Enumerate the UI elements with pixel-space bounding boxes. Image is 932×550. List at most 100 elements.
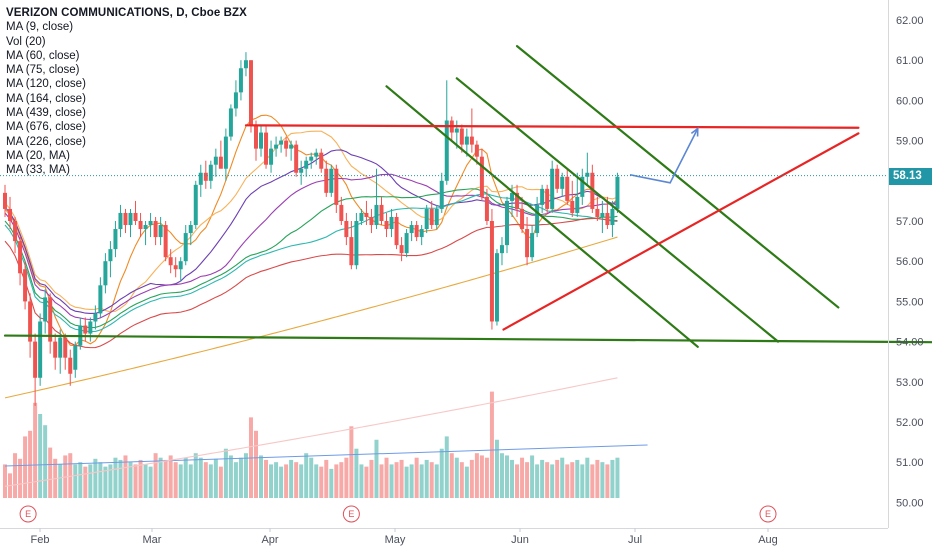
volume-bar [354, 448, 359, 498]
volume-bar [138, 459, 143, 498]
price-tick-label: 55.00 [896, 296, 924, 308]
candle-body [13, 221, 18, 242]
volume-bar [113, 457, 118, 498]
candle-body [289, 144, 294, 149]
volume-bar [304, 453, 309, 498]
volume-bar [153, 453, 158, 498]
candle-body [575, 196, 580, 213]
volume-bar [449, 453, 454, 498]
candle-body [294, 144, 299, 173]
candle-body [203, 172, 208, 181]
volume-bar [93, 458, 98, 498]
candle-body [3, 192, 7, 209]
indicator-ma-20-ma[interactable]: MA (20, MA) [6, 149, 70, 162]
volume-bar [474, 453, 479, 498]
candle-body [359, 212, 364, 221]
volume-bar [364, 466, 369, 498]
volume-bar [339, 462, 344, 498]
candle-body [153, 221, 158, 238]
candle-body [53, 341, 58, 358]
candle-body [344, 221, 349, 238]
candle-body [550, 168, 555, 209]
volume-bar [555, 459, 560, 498]
symbol-title[interactable]: VERIZON COMMUNICATIONS, D, Cboe BZX [6, 7, 247, 19]
indicator-ma-439[interactable]: MA (439, close) [6, 107, 86, 120]
volume-bar [118, 459, 123, 498]
candle-body [88, 321, 93, 334]
volume-bar [419, 464, 424, 498]
volume-bar [565, 464, 570, 498]
volume-bar [68, 453, 73, 498]
candle-body [580, 176, 585, 197]
volume-bar [294, 462, 299, 498]
indicator-ma-676[interactable]: MA (676, close) [6, 121, 86, 134]
indicator-ma-9[interactable]: MA (9, close) [6, 21, 74, 34]
earnings-badge-circle [759, 505, 777, 523]
volume-bar [274, 462, 279, 498]
volume-bar [319, 466, 324, 498]
volume-bar [243, 453, 248, 498]
volume-bar [334, 464, 339, 498]
volume-bar [590, 464, 595, 498]
volume-bar [520, 457, 525, 498]
volume-bar [23, 436, 28, 498]
candle-body [163, 225, 168, 258]
candle-body [43, 297, 48, 322]
candle-body [279, 140, 284, 145]
candle-body [545, 188, 550, 209]
candle-body [103, 261, 108, 286]
candle-body [264, 132, 269, 165]
time-axis[interactable]: Feb Mar Apr May Jun Jul Aug [31, 528, 778, 546]
volume-bar [535, 464, 540, 498]
volume-bar [178, 464, 183, 498]
indicator-ma-164[interactable]: MA (164, close) [6, 92, 86, 105]
candle-body [248, 60, 253, 125]
candle-body [228, 108, 233, 137]
indicator-ma-120[interactable]: MA (120, close) [6, 78, 86, 91]
volume-bar [479, 455, 484, 498]
indicator-ma-75[interactable]: MA (75, close) [6, 64, 80, 77]
volume-bar [469, 459, 474, 498]
indicator-ma-226[interactable]: MA (226, close) [6, 135, 86, 148]
candle-body [148, 221, 153, 226]
candle-body [439, 180, 444, 209]
candle-body [8, 208, 13, 221]
trend-line-drawings[interactable] [3, 45, 932, 348]
price-tick-label: 56.00 [896, 256, 924, 268]
candle-body [319, 152, 324, 169]
candle-body [243, 60, 248, 69]
indicator-ma-60[interactable]: MA (60, close) [6, 49, 80, 62]
volume-bar [38, 414, 43, 498]
volume-bar [309, 457, 314, 498]
candle-body [605, 212, 610, 226]
volume-bar [429, 462, 434, 498]
volume-bar [605, 464, 610, 498]
volume-bar [123, 455, 128, 498]
volume-bar [203, 462, 208, 498]
price-axis[interactable]: 62.0061.0060.0059.0058.0057.0056.0055.00… [896, 15, 924, 509]
volume-bar [269, 464, 274, 498]
volume-bar [595, 459, 600, 498]
volume-bar [439, 448, 444, 498]
volume-bar [424, 459, 429, 498]
earnings-badge-circle [342, 505, 360, 523]
indicator-ma-33-ma[interactable]: MA (33, MA) [6, 164, 70, 177]
earnings-badge: E [19, 505, 37, 523]
candle-body [269, 148, 274, 165]
volume-bar [560, 457, 565, 498]
candle-body [389, 216, 394, 230]
ma-60-line [4, 193, 618, 333]
volume-bar [133, 464, 138, 498]
ma-40-line [4, 173, 618, 321]
volume-bar [158, 457, 163, 498]
candle-body [299, 168, 304, 173]
candle-body [58, 337, 63, 358]
volume-bar [399, 459, 404, 498]
indicator-vol-20[interactable]: Vol (20) [6, 35, 46, 48]
candle-body [474, 144, 479, 157]
candle-body [188, 225, 193, 234]
volume-bar [213, 458, 218, 498]
volume-bar [545, 462, 550, 498]
